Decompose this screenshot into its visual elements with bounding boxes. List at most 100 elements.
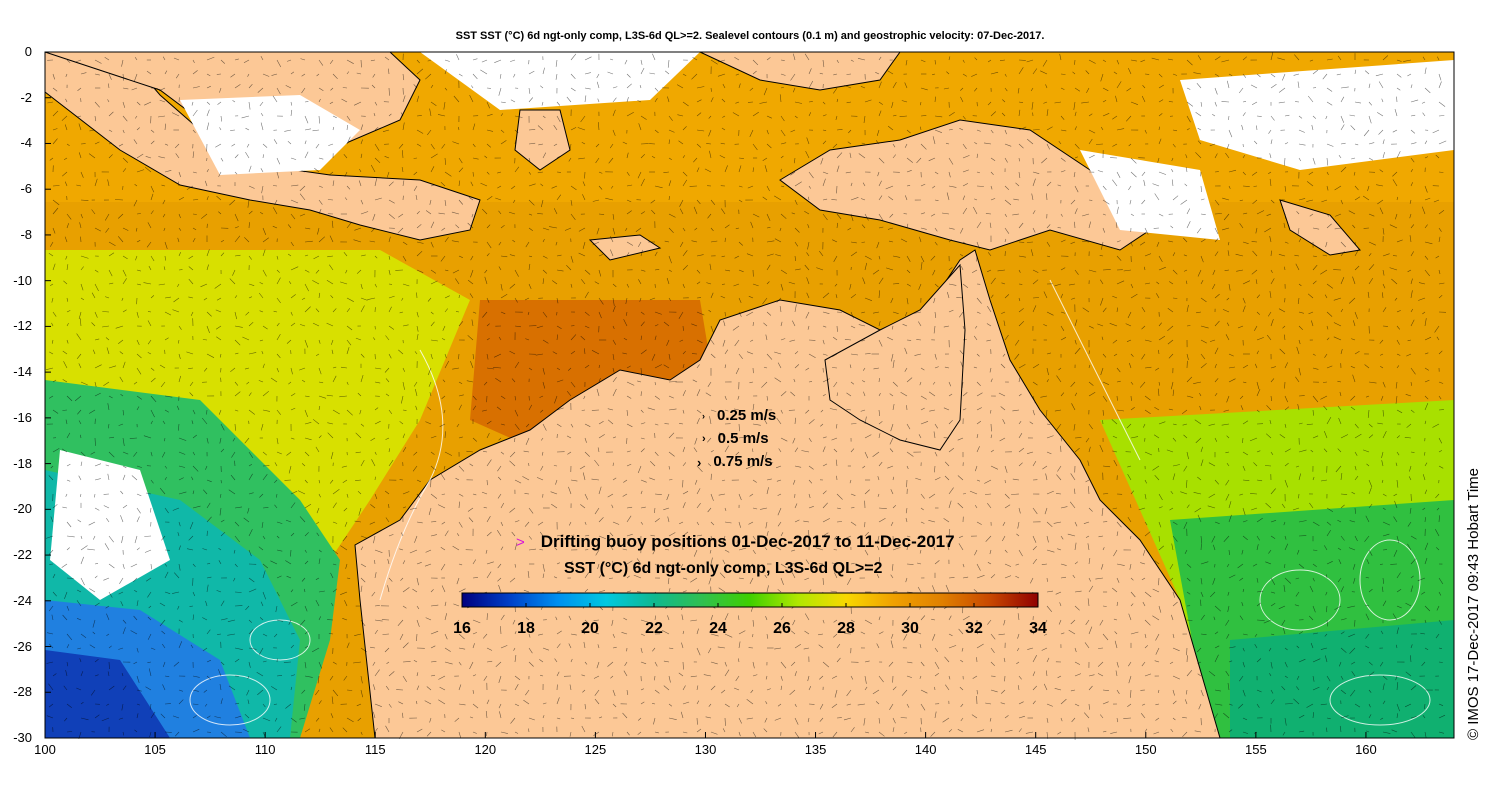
velocity-vector xyxy=(807,325,810,330)
velocity-vector xyxy=(948,447,955,453)
velocity-vector xyxy=(441,585,446,593)
velocity-vector xyxy=(218,560,222,565)
velocity-vector xyxy=(1186,670,1193,677)
velocity-vector xyxy=(514,542,518,551)
velocity-vector xyxy=(962,241,967,245)
velocity-vector xyxy=(470,255,474,261)
velocity-vector xyxy=(162,420,166,425)
velocity-vector xyxy=(173,572,180,579)
velocity-vector xyxy=(1141,95,1146,103)
velocity-vector xyxy=(262,154,264,159)
velocity-vector xyxy=(94,602,100,607)
velocity-vector xyxy=(1088,129,1096,134)
velocity-vector xyxy=(570,381,576,388)
velocity-vector xyxy=(579,465,586,470)
velocity-vector xyxy=(79,658,82,663)
velocity-vector xyxy=(1142,549,1146,556)
velocity-vector xyxy=(890,640,894,649)
velocity-vector xyxy=(486,571,492,579)
velocity-vector xyxy=(372,73,376,78)
velocity-vector xyxy=(626,199,632,203)
velocity-vector xyxy=(191,420,194,425)
velocity-vector xyxy=(762,196,768,201)
velocity-vector xyxy=(80,266,84,271)
velocity-vector xyxy=(878,631,884,635)
velocity-vector xyxy=(918,321,922,327)
velocity-vector xyxy=(430,321,435,327)
velocity-vector xyxy=(192,675,200,678)
velocity-vector xyxy=(707,213,712,219)
velocity-vector xyxy=(49,157,54,161)
velocity-vector xyxy=(1158,521,1162,528)
velocity-vector xyxy=(1046,181,1052,187)
velocity-vector xyxy=(1214,645,1220,649)
velocity-vector xyxy=(1269,153,1272,159)
velocity-vector xyxy=(1018,255,1026,258)
velocity-vector xyxy=(696,99,702,103)
velocity-vector xyxy=(164,437,166,442)
velocity-vector xyxy=(974,549,978,556)
velocity-vector xyxy=(304,560,309,565)
velocity-vector xyxy=(747,185,754,189)
velocity-vector xyxy=(1001,112,1006,117)
velocity-vector xyxy=(108,282,114,285)
velocity-vector xyxy=(1088,577,1091,582)
velocity-vector xyxy=(1368,241,1376,246)
velocity-vector xyxy=(580,504,586,509)
velocity-vector xyxy=(80,213,83,219)
velocity-vector xyxy=(836,152,843,159)
velocity-vector xyxy=(402,324,409,327)
velocity-vector xyxy=(822,502,828,509)
velocity-vector xyxy=(948,675,951,680)
velocity-vector xyxy=(1326,143,1334,147)
velocity-vector xyxy=(227,619,236,622)
velocity-vector xyxy=(415,405,418,411)
velocity-vector xyxy=(340,281,348,285)
velocity-vector xyxy=(1046,367,1049,376)
velocity-vector xyxy=(718,493,726,496)
velocity-vector xyxy=(568,157,572,162)
velocity-vector xyxy=(430,339,438,342)
velocity-vector xyxy=(556,534,564,537)
velocity-vector xyxy=(162,661,166,668)
velocity-vector xyxy=(66,633,73,641)
velocity-vector xyxy=(804,264,810,271)
velocity-vector xyxy=(444,601,447,607)
velocity-vector xyxy=(413,84,418,89)
velocity-vector xyxy=(1242,420,1249,425)
velocity-vector xyxy=(892,154,897,159)
velocity-vector xyxy=(1186,115,1191,123)
velocity-vector xyxy=(388,671,395,677)
velocity-vector xyxy=(186,351,194,355)
velocity-vector xyxy=(1323,405,1328,411)
velocity-vector xyxy=(1214,251,1219,257)
velocity-vector xyxy=(750,221,754,229)
velocity-vector xyxy=(654,423,659,426)
velocity-vector xyxy=(206,196,209,201)
velocity-vector xyxy=(1074,647,1077,653)
velocity-vector xyxy=(1018,447,1025,453)
velocity-vector xyxy=(624,661,628,666)
velocity-vector xyxy=(551,503,558,509)
velocity-vector xyxy=(1283,334,1286,341)
velocity-vector xyxy=(1407,339,1412,342)
velocity-vector xyxy=(850,619,855,623)
velocity-vector xyxy=(736,463,740,467)
velocity-vector xyxy=(584,364,590,369)
velocity-vector xyxy=(1368,83,1371,89)
velocity-vector xyxy=(108,563,115,569)
velocity-vector xyxy=(399,633,404,641)
velocity-vector xyxy=(1333,297,1342,301)
velocity-vector xyxy=(1409,199,1412,204)
velocity-vector xyxy=(1326,171,1329,175)
velocity-vector xyxy=(248,647,257,650)
velocity-vector xyxy=(122,255,128,260)
velocity-vector xyxy=(891,101,894,108)
velocity-vector xyxy=(318,616,321,621)
velocity-vector xyxy=(808,171,814,179)
latitude-tick-label: -22 xyxy=(13,547,32,563)
velocity-vector xyxy=(680,711,684,719)
velocity-vector xyxy=(90,451,96,455)
velocity-vector xyxy=(836,165,840,173)
velocity-vector xyxy=(906,129,911,134)
